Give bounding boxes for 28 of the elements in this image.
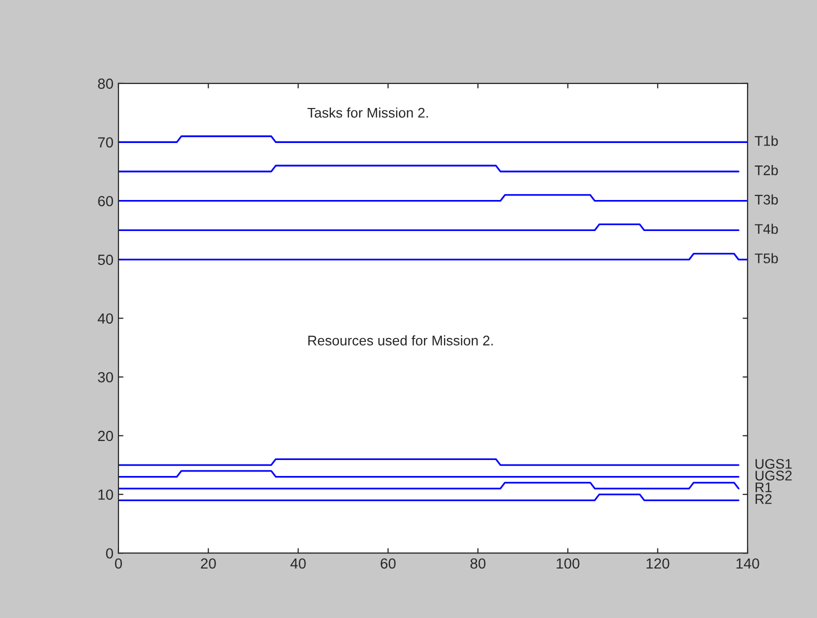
y-tick-label: 10	[98, 490, 114, 500]
series-label: T4b	[754, 224, 778, 234]
annotation: Resources used for Mission 2.	[308, 335, 493, 346]
series-label: UGS2	[756, 470, 792, 481]
x-tick-label: 80	[470, 558, 486, 569]
y-tick-label: 30	[98, 372, 114, 382]
series-label: R1	[756, 482, 772, 492]
series-label: T1b	[754, 136, 778, 146]
x-tick-label: 140	[736, 558, 760, 569]
series-label: T5b	[754, 253, 778, 264]
y-tick-label: 60	[98, 196, 114, 206]
y-tick-label: 50	[98, 254, 114, 265]
y-tick-label: 40	[98, 313, 114, 324]
series-label: R2	[756, 494, 772, 504]
series-label: T2b	[754, 165, 778, 176]
x-tick-label: 120	[646, 558, 670, 569]
x-tick-label: 0	[114, 558, 122, 569]
annotation: Tasks for Mission 2.	[308, 107, 428, 118]
x-tick-label: 40	[290, 558, 306, 569]
y-tick-label: 70	[98, 137, 114, 148]
y-tick-label: 20	[98, 430, 114, 442]
y-tick-label: 80	[98, 78, 114, 89]
series-label: UGS1	[756, 458, 792, 469]
y-tick-label: 0	[106, 548, 114, 559]
series-label: T3b	[754, 194, 778, 205]
x-tick-label: 60	[380, 558, 396, 569]
x-tick-label: 20	[200, 558, 216, 569]
x-tick-label: 100	[556, 558, 580, 569]
